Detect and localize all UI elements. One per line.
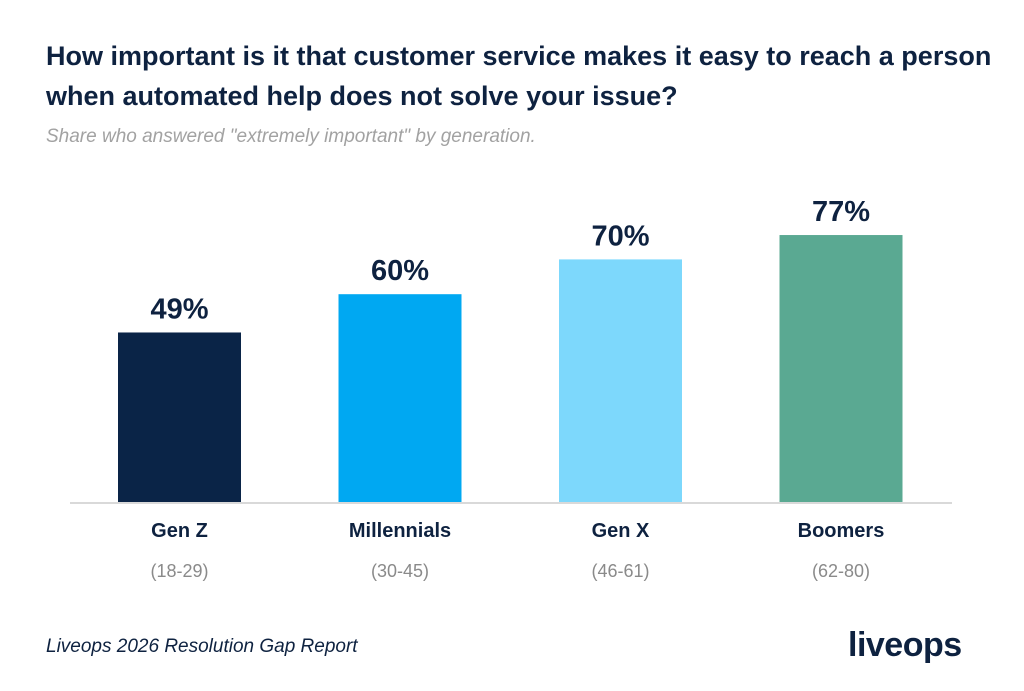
labels-group: 49% Gen Z (18-29) 60% Millennials (30-45) 70% G…: [150, 196, 884, 581]
source-note: Liveops 2026 Resolution Gap Report: [46, 636, 358, 657]
chart-title: How important is it that customer servic…: [46, 41, 992, 111]
chart-subtitle: Share who answered "extremely important"…: [46, 126, 536, 147]
bars-group: [118, 235, 903, 504]
bar-millennials: [338, 294, 462, 503]
age-range-millennials: (30-45): [371, 561, 429, 581]
category-label-millennials: Millennials: [349, 520, 451, 542]
bar-gen-x: [559, 259, 682, 503]
age-range-gen-z: (18-29): [150, 561, 208, 581]
category-label-boomers: Boomers: [798, 520, 885, 542]
category-label-gen-x: Gen X: [592, 520, 650, 542]
value-label-millennials: 60%: [371, 255, 429, 287]
liveops-logo: liveops: [848, 626, 962, 664]
category-label-gen-z: Gen Z: [151, 520, 208, 542]
value-label-gen-x: 70%: [591, 220, 649, 252]
value-label-boomers: 77%: [812, 196, 870, 228]
age-range-gen-x: (46-61): [591, 561, 649, 581]
bar-boomers: [779, 235, 903, 504]
bar-gen-z: [118, 332, 241, 503]
value-label-gen-z: 49%: [150, 293, 208, 325]
age-range-boomers: (62-80): [812, 561, 870, 581]
